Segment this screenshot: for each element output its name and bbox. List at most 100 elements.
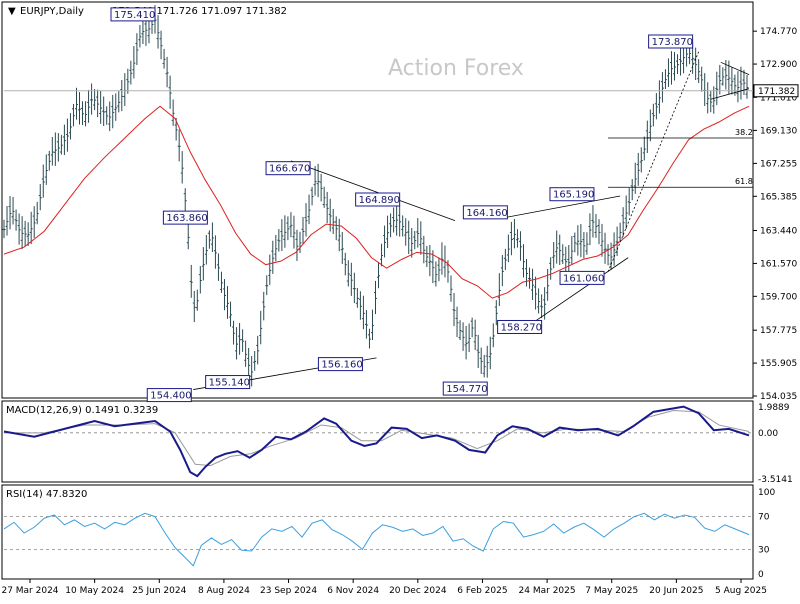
- price-bar: [506, 234, 510, 263]
- price-bar: [262, 291, 266, 321]
- price-bar: [84, 101, 88, 127]
- price-bar: [17, 213, 21, 245]
- price-bar: [216, 253, 220, 281]
- price-bar: [373, 280, 377, 315]
- price-bar: [20, 216, 24, 249]
- price-bar: [108, 101, 112, 132]
- price-bar: [461, 322, 465, 351]
- price-bar: [102, 96, 106, 126]
- price-bar: [87, 89, 91, 123]
- price-label-box: [497, 319, 543, 334]
- price-bar: [334, 216, 338, 241]
- price-bar: [627, 188, 631, 216]
- price-bar: [32, 206, 36, 238]
- price-bar: [328, 198, 332, 232]
- date-axis-label: 8 Aug 2024: [198, 586, 250, 596]
- price-bar: [325, 191, 329, 224]
- price-bar: [81, 101, 85, 126]
- price-bar: [250, 355, 254, 387]
- price-bar: [706, 82, 710, 114]
- price-bar: [594, 213, 598, 238]
- price-bar: [99, 90, 103, 124]
- price-label: 154.400: [146, 388, 192, 403]
- price-bar: [71, 103, 75, 127]
- price-label-text: 155.140: [209, 378, 250, 389]
- date-axis-label: 7 May 2025: [585, 586, 638, 596]
- price-bar: [111, 94, 115, 129]
- price-axis-label: 157.775: [760, 326, 797, 336]
- price-bar: [497, 273, 501, 307]
- price-bar: [383, 225, 387, 258]
- price-bar: [331, 208, 335, 235]
- price-bar: [207, 230, 211, 249]
- price-label-box: [559, 270, 605, 285]
- price-axis-label: 163.440: [760, 227, 797, 237]
- price-bar: [540, 294, 544, 319]
- price-bar: [238, 322, 242, 355]
- price-bar: [636, 152, 640, 186]
- price-label-box: [110, 7, 156, 22]
- price-bar: [367, 328, 371, 349]
- price-bar: [715, 71, 719, 106]
- rsi-axis-label: 70: [758, 513, 770, 523]
- price-bar: [129, 60, 133, 85]
- trendline-upper-mid: [507, 195, 621, 218]
- price-bar: [265, 275, 269, 296]
- price-bar: [518, 231, 522, 261]
- price-bar: [694, 47, 698, 81]
- price-bar: [703, 73, 707, 107]
- price-bar: [2, 219, 6, 239]
- price-bar: [603, 232, 607, 264]
- price-label-text: 165.190: [553, 190, 594, 201]
- price-bar: [555, 230, 559, 264]
- price-bar: [570, 236, 574, 265]
- price-axis-label: 165.385: [760, 192, 797, 202]
- price-bar: [370, 309, 374, 341]
- price-bar: [503, 248, 507, 270]
- price-bar: [579, 224, 583, 258]
- price-bar: [53, 132, 57, 166]
- price-bar: [386, 215, 390, 249]
- price-bar: [509, 221, 513, 256]
- date-axis-label: 20 Dec 2024: [389, 586, 447, 596]
- price-label-text: 166.670: [269, 164, 310, 175]
- price-bar: [35, 201, 39, 225]
- price-bar: [721, 67, 725, 86]
- price-bar: [93, 89, 97, 111]
- price-bar: [340, 232, 344, 264]
- price-bar: [401, 215, 405, 237]
- price-bar: [222, 279, 226, 311]
- price-axis-label: 159.700: [760, 292, 797, 302]
- price-bar: [186, 224, 190, 250]
- price-bar: [156, 15, 160, 49]
- price-bar: [730, 66, 734, 95]
- price-bar: [651, 103, 655, 127]
- price-bar: [669, 51, 673, 85]
- price-bar: [226, 286, 229, 319]
- price-label: 161.060: [559, 270, 605, 285]
- price-label: 173.870: [648, 34, 694, 49]
- rsi-axis-label: 100: [758, 488, 775, 498]
- price-bar: [59, 134, 63, 155]
- date-axis-label: 10 May 2024: [65, 586, 124, 596]
- price-label: 155.140: [205, 375, 251, 390]
- macd-title: MACD(12,26,9) 0.1491 0.3239: [6, 405, 158, 416]
- price-bar: [268, 254, 272, 285]
- price-bar: [552, 242, 556, 269]
- price-bar: [709, 91, 713, 113]
- price-label-text: 154.770: [446, 384, 487, 395]
- price-bar: [301, 217, 305, 245]
- price-bar: [180, 151, 184, 184]
- price-label-box: [265, 161, 311, 176]
- price-bar: [494, 300, 498, 326]
- price-bar: [600, 223, 604, 257]
- price-label: 166.670: [265, 161, 311, 176]
- macd-signal-line: [4, 410, 750, 467]
- price-bar: [171, 99, 175, 126]
- price-bar: [165, 56, 169, 88]
- price-bar: [639, 147, 643, 173]
- price-bar: [410, 228, 414, 258]
- price-bar: [558, 234, 562, 265]
- price-bar: [591, 205, 595, 238]
- price-bar: [307, 194, 311, 225]
